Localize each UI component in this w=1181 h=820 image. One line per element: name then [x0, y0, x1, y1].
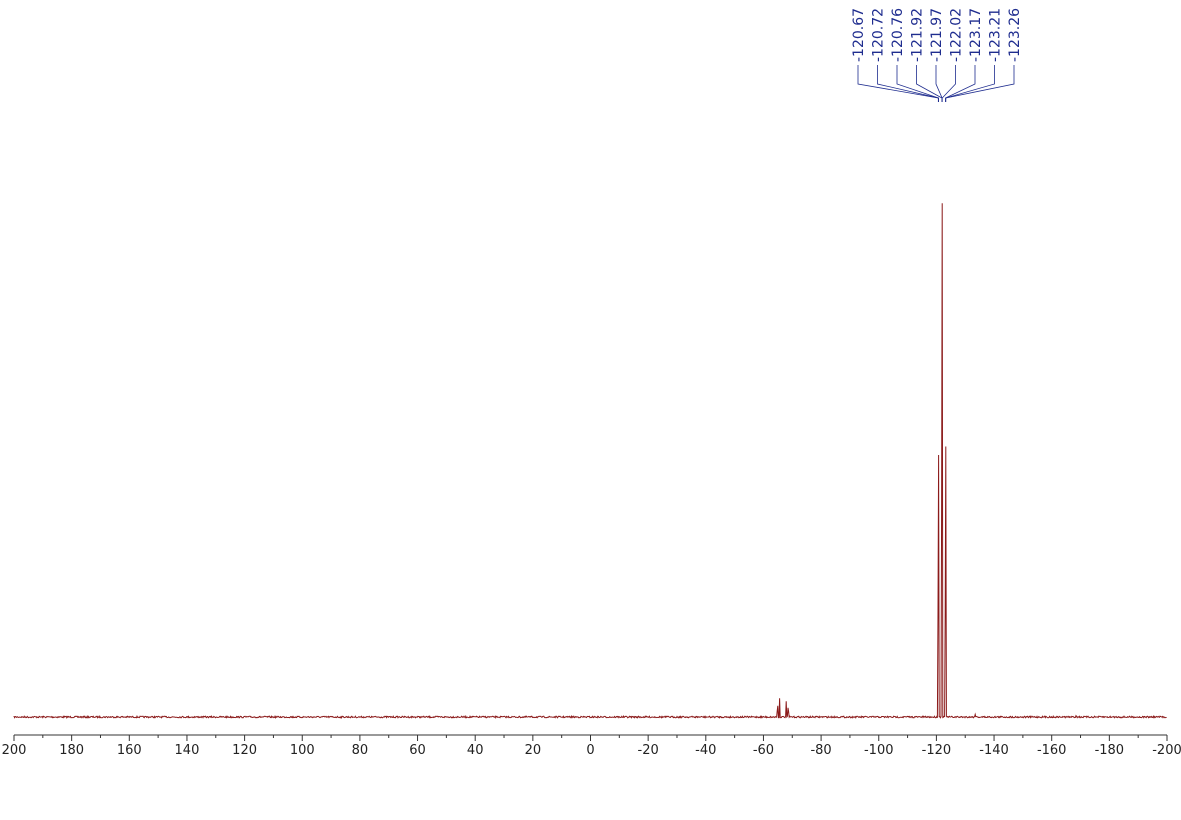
peak-label: -123.26	[1007, 8, 1023, 62]
x-tick-label: 160	[117, 743, 142, 758]
peak-connector	[941, 65, 956, 102]
peak-label: -121.92	[910, 8, 926, 62]
x-tick-label: 80	[352, 743, 369, 758]
peak-label: -123.21	[988, 8, 1004, 62]
spectrum-line	[13, 203, 1167, 720]
peak-label: -120.76	[890, 8, 906, 62]
peak-label-connectors	[857, 65, 1015, 102]
peak-label: -121.97	[929, 8, 945, 62]
x-tick-label: -120	[922, 743, 952, 758]
x-axis: 200 180 160 140 120 100 80 60 40 20 0 -20 -40 -60 -80-…	[2, 734, 1181, 758]
x-tick-label: 180	[59, 743, 84, 758]
x-tick-label: -200	[1152, 743, 1181, 758]
x-tick-label: -40	[695, 743, 716, 758]
x-tick-label: 120	[232, 743, 257, 758]
x-tick-label: 40	[467, 743, 484, 758]
x-tick-label: 100	[290, 743, 315, 758]
peak-label: -120.72	[871, 8, 887, 62]
x-tick-label: -160	[1037, 743, 1067, 758]
peak-label: -122.02	[949, 8, 965, 62]
x-tick-label: 140	[175, 743, 200, 758]
x-tick-label: 0	[586, 743, 594, 758]
x-tick-label: -100	[864, 743, 894, 758]
x-tick-label: 20	[525, 743, 542, 758]
peak-connector	[896, 65, 939, 102]
x-tick-label: -80	[810, 743, 831, 758]
peak-label: -120.67	[851, 8, 867, 62]
peak-connector	[857, 65, 939, 102]
peak-connector	[945, 65, 1015, 102]
x-tick-label: -140	[979, 743, 1009, 758]
peak-labels: -120.67 -120.72 -120.76 -121.92 -121.97 -122.…	[851, 8, 1023, 62]
x-tick-label: -60	[753, 743, 774, 758]
x-tick-label: 200	[2, 743, 27, 758]
peak-label: -123.17	[968, 8, 984, 62]
x-tick-label: -20	[638, 743, 659, 758]
x-tick-label: 60	[409, 743, 426, 758]
x-tick-label: -180	[1095, 743, 1125, 758]
